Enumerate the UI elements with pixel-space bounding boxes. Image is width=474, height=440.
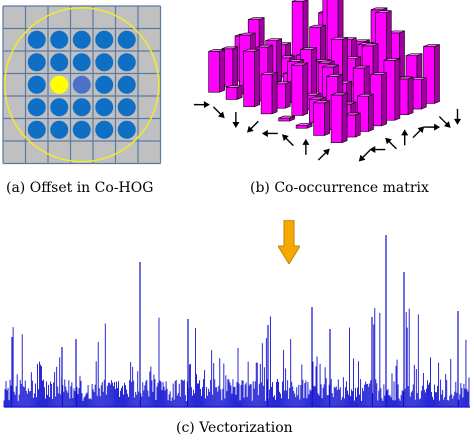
direction-arrow-icon [369,146,386,154]
offset-grid [2,5,162,165]
matrix-bar [423,44,440,104]
matrix-bar [208,48,225,93]
offset-dot [72,120,91,139]
caption-cooccurrence: (b) Co-occurrence matrix [250,180,429,196]
direction-arrow-icon [424,123,441,131]
matrix-bar [295,122,313,129]
direction-arrow-icon [385,137,397,150]
matrix-bar [313,100,330,136]
offset-dot [27,30,46,49]
direction-arrow-icon [261,129,278,137]
matrix-bar [225,85,243,100]
offset-dot [95,75,114,94]
offset-dot [27,53,46,72]
offset-dot [72,98,91,117]
offset-dot [117,98,136,117]
direction-arrow-icon [438,116,451,128]
offset-dot [117,53,136,72]
direction-arrow-icon [193,101,210,109]
cooccurrence-matrix-panel [190,0,474,175]
offset-dot [50,30,69,49]
caption-offset: (a) Offset in Co-HOG [6,180,154,196]
offset-radius-circle [4,7,160,163]
offset-dot [50,53,69,72]
offset-dot [27,75,46,94]
offset-grid-panel [0,0,170,172]
offset-dot [72,30,91,49]
offset-dot [50,98,69,117]
direction-arrow-icon [412,126,425,139]
matrix-bar [370,72,388,127]
direction-arrow-icon [454,108,461,125]
matrix-bar [243,48,260,108]
matrix-bar [278,115,295,122]
offset-dot [95,98,114,117]
caption-vectorization: (c) Vectorization [176,420,293,436]
matrix-bar [383,57,401,121]
offset-dot [95,30,114,49]
offset-dot [117,75,136,94]
direction-arrow-icon [317,148,330,161]
matrix-bar [396,76,414,116]
offset-dot [50,120,69,139]
matrix-bar [260,71,278,115]
offset-dot [117,30,136,49]
direction-arrow-icon [232,112,240,129]
matrix-bar [274,81,291,109]
direction-arrow-icon [401,129,409,146]
center-dot [50,75,69,94]
matrix-bar [410,77,427,110]
cooccurrence-3d-bars [193,0,461,162]
offset-dot-self [72,75,91,94]
direction-arrow-icon [212,106,225,119]
direction-arrow-icon [302,138,310,155]
direction-arrow-icon [358,149,371,162]
down-arrow-icon [278,220,300,264]
offset-dot [117,120,136,139]
offset-dot [27,120,46,139]
matrix-bar [330,92,348,144]
direction-arrow-icon [281,134,294,147]
offset-dot [72,53,91,72]
offset-dot [95,120,114,139]
offset-dot [27,98,46,117]
vector-histogram [3,235,470,408]
offset-dot [95,53,114,72]
matrix-bar [291,62,309,116]
vectorization-panel [0,225,474,415]
matrix-bar [344,112,361,138]
direction-arrow-icon [247,120,259,133]
